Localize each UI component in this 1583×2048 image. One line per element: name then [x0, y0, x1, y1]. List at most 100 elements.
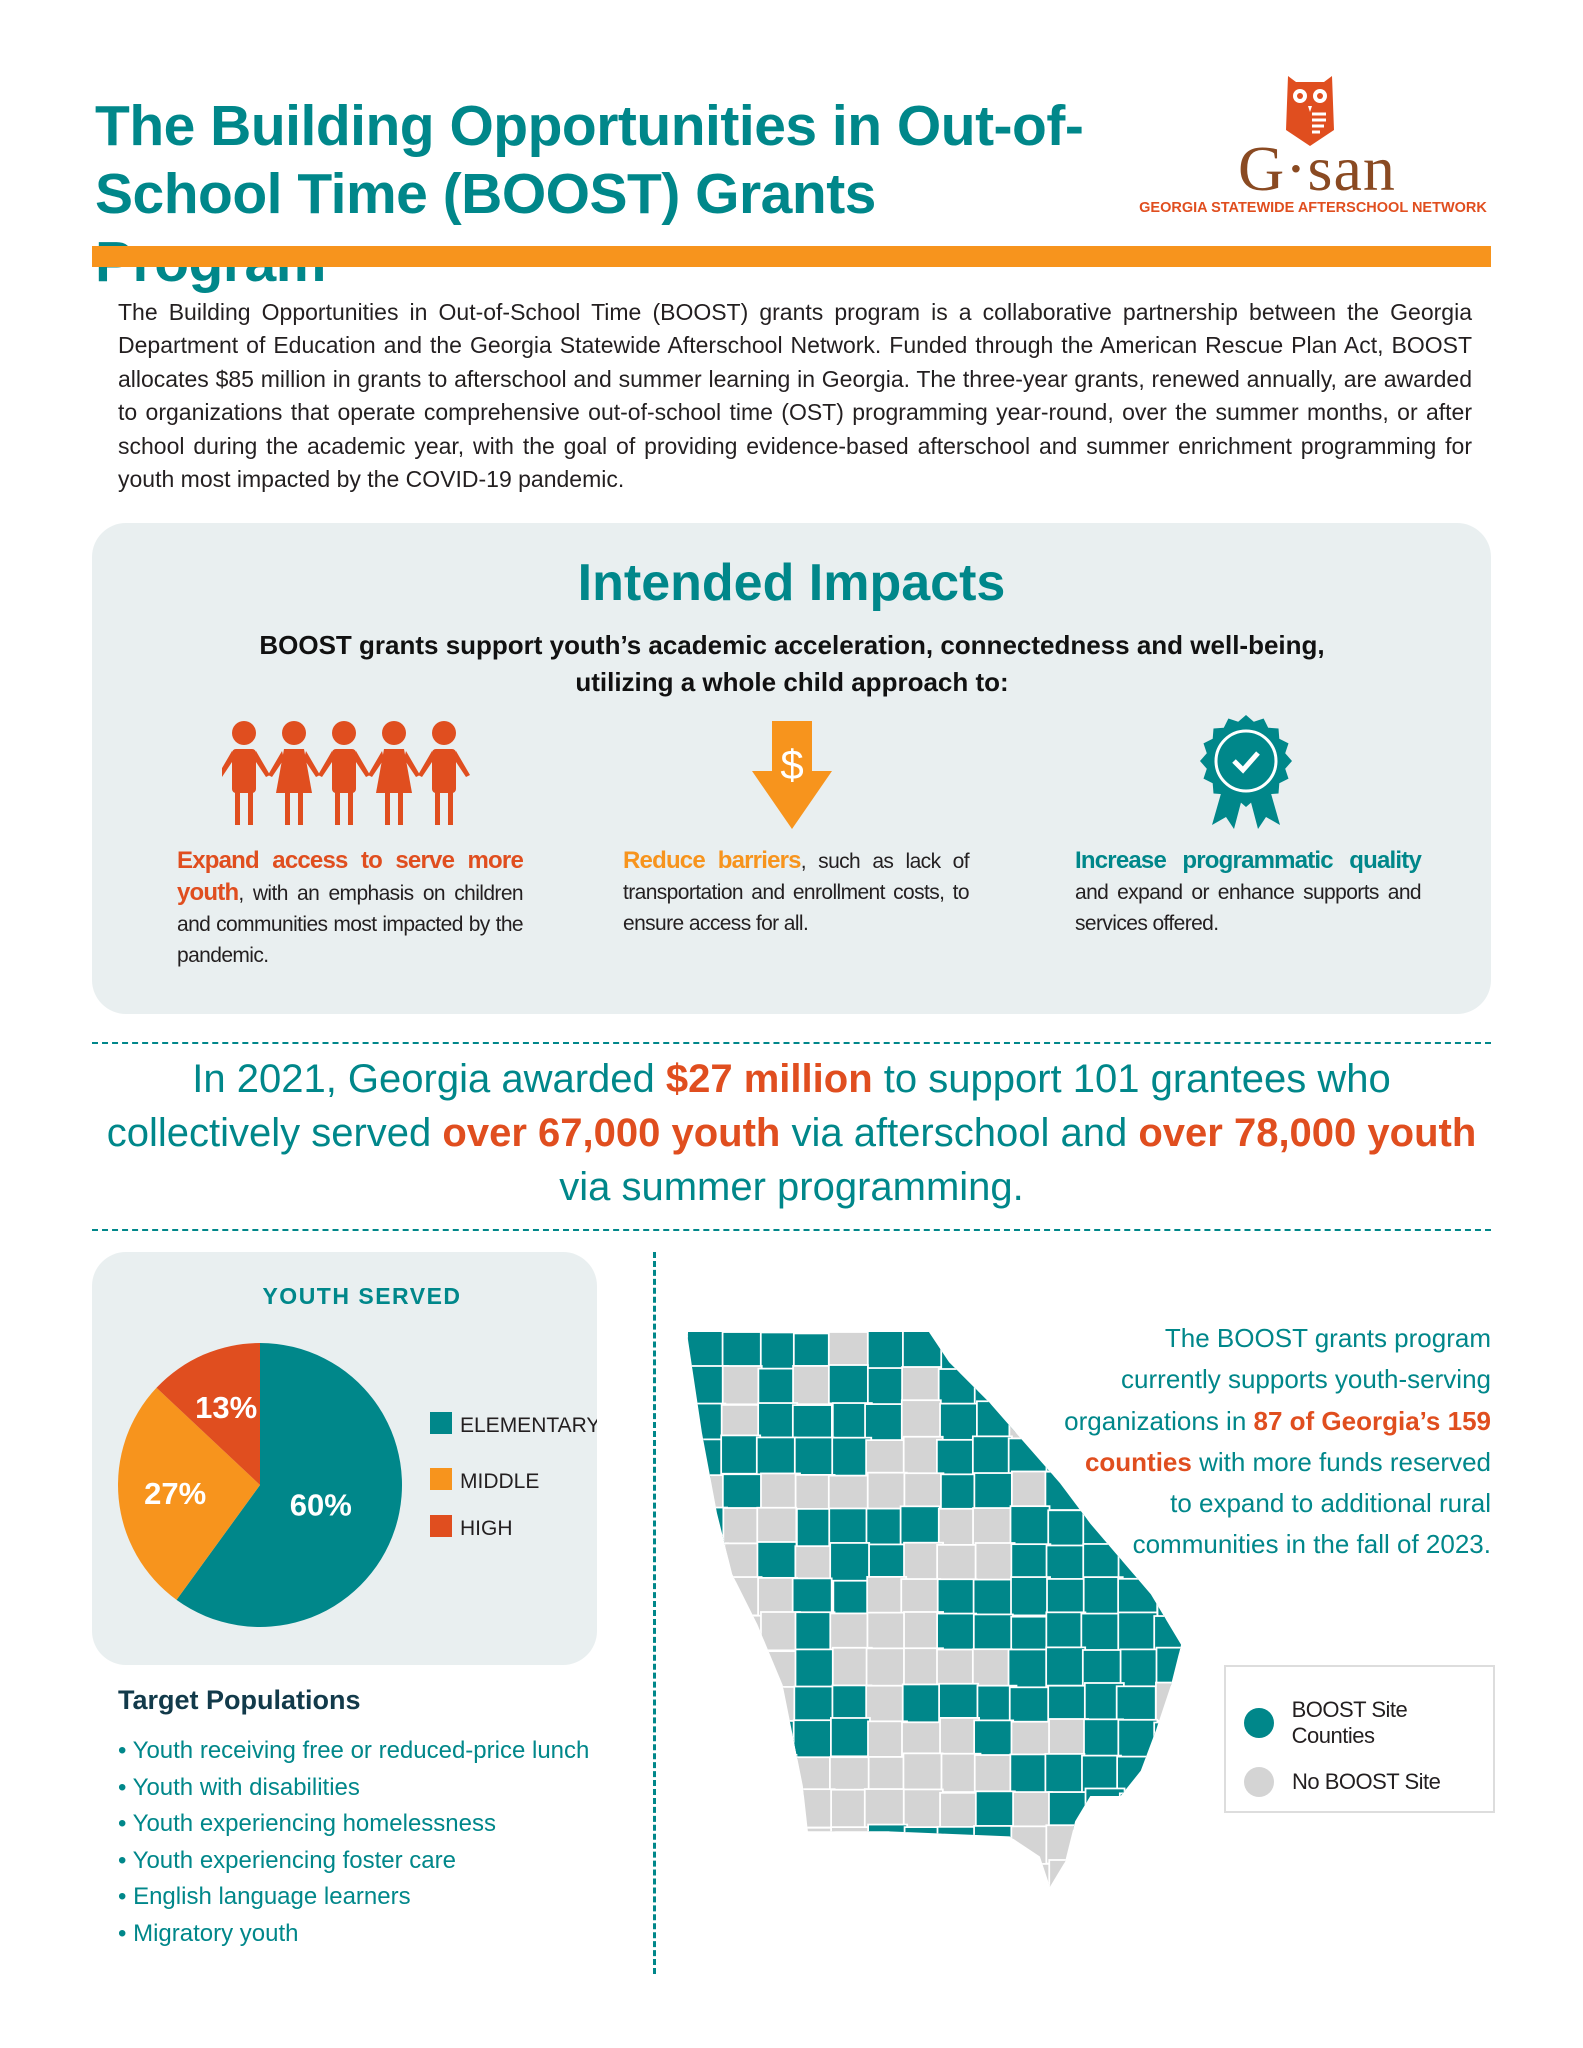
- gsan-logo: G·san GEORGIA STATEWIDE AFTERSCHOOL NETW…: [1128, 72, 1498, 222]
- youth-served-chart-panel: YOUTH SERVED 60% 27% 13% ELEMENTARY MIDDLE H…: [92, 1252, 600, 1665]
- county: [973, 1365, 1015, 1406]
- county: [863, 1788, 905, 1829]
- county: [902, 1788, 944, 1829]
- county: [756, 1541, 798, 1582]
- statement-text: via summer programming.: [559, 1165, 1024, 1209]
- county: [760, 1611, 801, 1652]
- county: [901, 1862, 943, 1887]
- county: [830, 1717, 871, 1758]
- person-figure: [222, 721, 270, 825]
- statement-text: to support 101 grantees who collectively…: [106, 1057, 1391, 1155]
- statement-highlight: over 78,000 youth: [1138, 1111, 1477, 1155]
- county: [755, 1436, 797, 1477]
- county: [1007, 1648, 1049, 1689]
- county: [1044, 1752, 1086, 1794]
- county: [1010, 1576, 1051, 1617]
- list-item: • Youth with disabilities: [118, 1773, 360, 1801]
- statement-text: In 2021, Georgia awarded: [192, 1057, 666, 1101]
- legend-item-no-boost: No BOOST Site: [1244, 1767, 1441, 1797]
- people-holding-hands-icon: [222, 721, 470, 825]
- legend-label: ELEMENTARY: [460, 1414, 597, 1437]
- county: [1155, 1646, 1182, 1687]
- county: [1010, 1543, 1052, 1584]
- county: [721, 1332, 763, 1372]
- person-figure: [418, 721, 470, 825]
- legend-swatch: [430, 1515, 452, 1537]
- legend-label: HIGH: [460, 1517, 513, 1540]
- county: [829, 1542, 871, 1583]
- county: [688, 1542, 730, 1583]
- county: [757, 1402, 799, 1443]
- impact-expand-access: Expand access to serve more youth, with …: [177, 845, 524, 971]
- county: [1082, 1576, 1124, 1617]
- county: [829, 1612, 871, 1653]
- list-item: • Youth receiving free or reduced-price …: [118, 1737, 590, 1764]
- legend-label: MIDDLE: [460, 1470, 539, 1493]
- gray-dot-icon: [1244, 1767, 1274, 1797]
- impact-reduce-barriers: Reduce barriers, such as lack of transpo…: [623, 845, 970, 939]
- county: [937, 1368, 979, 1409]
- person-figure: [268, 721, 320, 825]
- county: [865, 1647, 907, 1688]
- county: [722, 1507, 764, 1548]
- county: [974, 1542, 1016, 1583]
- county: [719, 1717, 761, 1758]
- chart-title: YOUTH SERVED: [262, 1283, 461, 1309]
- legend-swatch: [430, 1412, 452, 1434]
- county: [1008, 1399, 1050, 1440]
- county: [864, 1403, 905, 1444]
- county: [900, 1399, 942, 1440]
- county: [827, 1364, 869, 1405]
- awards-statement: In 2021, Georgia awarded $27 million to …: [92, 1052, 1491, 1214]
- county: [1117, 1577, 1159, 1619]
- county: [1048, 1859, 1090, 1887]
- county: [1153, 1721, 1182, 1762]
- county: [720, 1683, 762, 1724]
- county: [936, 1648, 977, 1689]
- statement-text: via afterschool and: [780, 1111, 1139, 1155]
- county: [973, 1754, 1015, 1795]
- county: [1009, 1505, 1051, 1546]
- county: [686, 1615, 725, 1656]
- county: [1009, 1753, 1051, 1794]
- county: [723, 1757, 765, 1798]
- youth-served-pie-chart: YOUTH SERVED 60% 27% 13% ELEMENTARY MIDDLE H…: [117, 1283, 600, 1627]
- county: [1152, 1753, 1182, 1794]
- county: [756, 1753, 798, 1795]
- county: [1117, 1611, 1159, 1652]
- pie-slice-high: [156, 1343, 260, 1485]
- county: [1153, 1787, 1182, 1828]
- owl-icon: [1286, 76, 1334, 146]
- county: [723, 1614, 765, 1655]
- county: [864, 1859, 906, 1887]
- county: [1008, 1686, 1050, 1727]
- county: [721, 1576, 763, 1617]
- county: [830, 1826, 872, 1867]
- county: [1119, 1648, 1161, 1689]
- county: [687, 1506, 728, 1547]
- county: [901, 1683, 943, 1724]
- county: [756, 1823, 797, 1864]
- pie-slice-elementary: [176, 1343, 403, 1627]
- county: [793, 1436, 835, 1477]
- county: [755, 1862, 797, 1887]
- county: [686, 1753, 725, 1794]
- county: [1084, 1787, 1126, 1828]
- county: [1045, 1611, 1087, 1652]
- vertical-dashed-divider: [653, 1252, 656, 1974]
- county: [972, 1578, 1014, 1619]
- statement-highlight: $27 million: [665, 1057, 873, 1101]
- target-populations-list: • Youth receiving free or reduced-price …: [118, 1733, 589, 1953]
- legend-item-boost: BOOST Site Counties: [1244, 1697, 1493, 1749]
- logo-wordmark: G·san: [1238, 133, 1396, 204]
- list-item: • Youth experiencing homelessness: [118, 1810, 496, 1838]
- svg-text:$: $: [780, 741, 803, 788]
- county: [866, 1575, 908, 1617]
- county: [974, 1790, 1016, 1831]
- county: [828, 1507, 870, 1548]
- county: [760, 1472, 801, 1513]
- list-item: • Migratory youth: [118, 1919, 299, 1947]
- county: [1153, 1858, 1182, 1887]
- map-legend: BOOST Site Counties No BOOST Site: [1224, 1665, 1495, 1813]
- legend-swatch: [430, 1468, 452, 1490]
